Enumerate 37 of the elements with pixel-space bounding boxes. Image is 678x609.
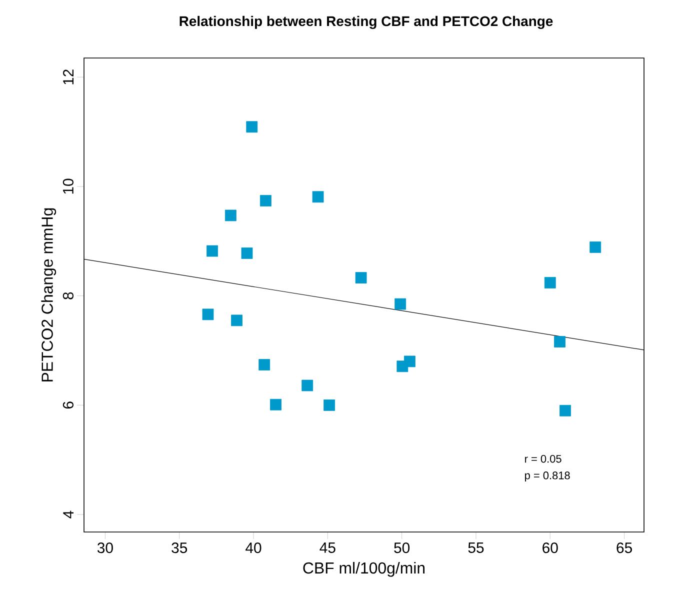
point [560, 404, 571, 416]
x-tick-label: 30 [97, 542, 113, 554]
point [396, 360, 408, 372]
point [224, 210, 236, 222]
point [206, 245, 218, 257]
point [246, 121, 258, 133]
point [355, 272, 367, 284]
x-tick-label: 60 [542, 542, 558, 554]
y-tick-label: 12 [63, 70, 74, 84]
x-tick-label: 50 [394, 542, 410, 554]
x-tick-label: 65 [616, 542, 632, 554]
point [241, 247, 253, 259]
y-axis-title: PETCO2 Change mmHg [41, 208, 56, 382]
point [544, 277, 556, 288]
y-tick-label: 4 [63, 510, 74, 518]
point [260, 194, 272, 206]
y-tick-label: 6 [62, 402, 74, 409]
point [302, 380, 314, 392]
x-tick-label: 45 [320, 542, 336, 553]
point [202, 308, 214, 320]
point [231, 314, 242, 326]
x-axis-title: CBF ml/100g/min [303, 562, 425, 577]
x-tick-label: 40 [246, 542, 262, 554]
y-tick-label: 8 [62, 292, 74, 300]
y-tick-label: 10 [62, 178, 74, 194]
point [554, 336, 566, 348]
point [324, 399, 335, 411]
annotation: r = 0.05 [525, 454, 562, 463]
point [394, 298, 406, 310]
annotation: p = 0.818 [525, 472, 570, 482]
x-tick-label: 35 [172, 542, 188, 554]
point [270, 398, 282, 410]
point [590, 241, 602, 253]
x-tick-label: 55 [468, 542, 484, 553]
point [312, 191, 324, 203]
point [258, 359, 270, 370]
chart-title: Relationship between Resting CBF and PETCO2 Change [180, 16, 553, 29]
